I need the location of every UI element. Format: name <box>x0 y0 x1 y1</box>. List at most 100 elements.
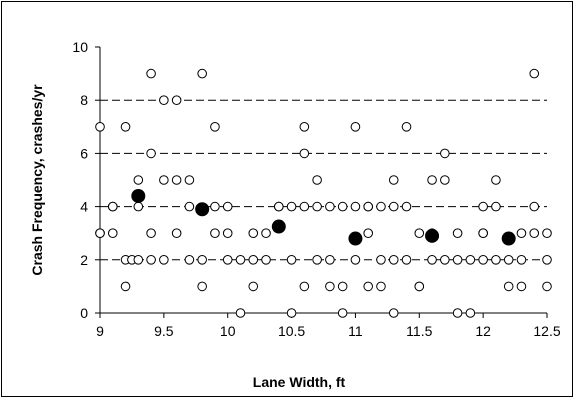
data-point-open <box>491 175 501 185</box>
data-point-open <box>235 308 246 318</box>
x-tick-label: 11.5 <box>406 323 432 339</box>
data-point-filled <box>425 228 440 243</box>
data-point-open <box>286 308 297 318</box>
data-point-open <box>235 254 246 265</box>
x-tick-labels: 9 9.5 10 10.5 11 11.5 12 12.5 <box>96 323 561 339</box>
data-point-open <box>248 281 259 292</box>
y-tick-label: 8 <box>80 92 88 108</box>
data-point-open <box>312 175 322 185</box>
data-point-open <box>299 122 310 132</box>
data-point-open <box>95 122 105 132</box>
data-point-open <box>440 254 450 265</box>
data-point-open <box>210 228 220 238</box>
data-point-open <box>107 228 118 238</box>
data-point-open <box>222 254 233 265</box>
data-point-open <box>440 148 450 159</box>
data-point-open <box>542 254 552 265</box>
data-point-open <box>325 254 335 265</box>
data-point-open <box>427 254 437 265</box>
data-point-open <box>133 201 144 212</box>
data-point-open <box>159 254 169 265</box>
data-point-filled <box>131 188 146 203</box>
data-point-open <box>210 122 220 132</box>
data-point-open <box>325 201 335 212</box>
data-point-open <box>197 254 207 265</box>
data-point-open <box>529 68 540 79</box>
data-point-open <box>325 281 335 292</box>
data-point-open <box>197 68 207 79</box>
y-tick-label: 6 <box>80 145 88 161</box>
data-point-open <box>222 201 233 212</box>
data-point-open <box>274 201 284 212</box>
data-point-open <box>350 254 361 265</box>
data-point-open <box>440 175 450 185</box>
data-point-open <box>337 281 348 292</box>
data-point-open <box>312 201 322 212</box>
mean-points <box>131 188 516 246</box>
data-point-open <box>388 201 399 212</box>
data-point-open <box>133 175 144 185</box>
data-point-open <box>146 68 156 79</box>
data-point-open <box>107 201 118 212</box>
data-point-open <box>388 175 399 185</box>
data-point-open <box>516 281 527 292</box>
y-tick-label: 0 <box>80 305 88 321</box>
data-point-open <box>133 254 144 265</box>
data-point-open <box>414 281 425 292</box>
data-point-open <box>401 122 412 132</box>
x-tick-label: 10.5 <box>278 323 305 339</box>
data-point-open <box>414 228 425 238</box>
data-point-open <box>452 308 463 318</box>
data-point-open <box>222 228 233 238</box>
data-point-open <box>261 254 271 265</box>
data-point-open <box>350 122 361 132</box>
data-point-open <box>312 254 322 265</box>
data-point-open <box>159 175 169 185</box>
data-point-open <box>350 201 361 212</box>
data-point-filled <box>501 231 516 246</box>
data-point-open <box>248 228 259 238</box>
y-axis-title: Crash Frequency, crashes/yr <box>29 84 45 276</box>
data-point-open <box>171 228 182 238</box>
data-point-open <box>286 201 297 212</box>
data-point-open <box>401 254 412 265</box>
data-point-open <box>146 148 156 159</box>
data-point-open <box>503 254 514 265</box>
data-point-open <box>299 281 310 292</box>
data-point-open <box>184 201 195 212</box>
data-point-open <box>529 228 540 238</box>
data-point-open <box>376 201 386 212</box>
data-point-open <box>171 175 182 185</box>
data-point-open <box>376 254 386 265</box>
data-point-open <box>337 308 348 318</box>
data-point-filled <box>348 231 363 246</box>
data-point-open <box>120 281 131 292</box>
data-point-open <box>120 122 131 132</box>
data-point-open <box>376 281 386 292</box>
data-point-open <box>478 228 488 238</box>
data-point-open <box>171 95 182 105</box>
data-point-open <box>491 254 501 265</box>
data-point-filled <box>195 202 210 217</box>
x-tick-label: 9.5 <box>154 323 174 339</box>
data-point-open <box>491 201 501 212</box>
data-point-open <box>452 228 463 238</box>
data-point-open <box>529 201 540 212</box>
data-point-open <box>401 201 412 212</box>
data-point-open <box>363 201 374 212</box>
data-point-open <box>478 201 488 212</box>
data-point-filled <box>271 219 286 234</box>
data-point-open <box>465 254 476 265</box>
x-tick-label: 12.5 <box>533 323 560 339</box>
data-point-open <box>197 281 207 292</box>
data-point-open <box>427 175 437 185</box>
data-point-open <box>159 95 169 105</box>
x-tick-label: 10 <box>220 323 236 339</box>
data-point-open <box>503 281 514 292</box>
data-point-open <box>542 281 552 292</box>
data-point-open <box>478 254 488 265</box>
data-point-open <box>299 148 310 159</box>
data-point-open <box>95 228 105 238</box>
